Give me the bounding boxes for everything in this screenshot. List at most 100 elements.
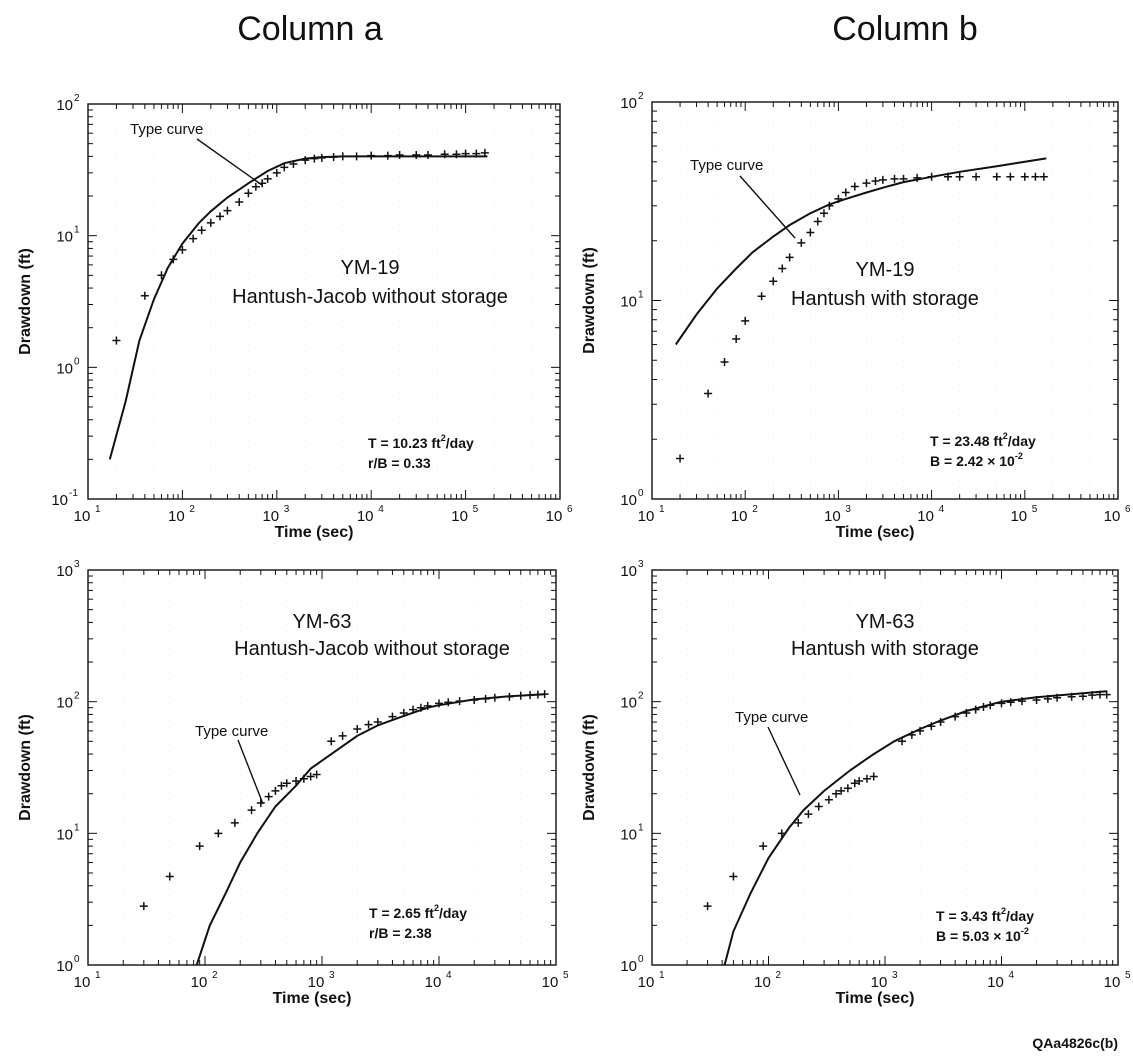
data-point [951, 712, 960, 721]
x-tick-label: 10 [638, 508, 655, 525]
data-point [797, 238, 806, 247]
data-point [806, 228, 815, 237]
data-point [834, 194, 843, 203]
x-tick-exponent: 1 [659, 504, 665, 515]
y-tick-label: 10 [51, 492, 68, 509]
x-axis-label: Time (sec) [836, 524, 915, 541]
type-curve-leader [767, 726, 801, 796]
data-point [971, 705, 980, 714]
data-point [299, 774, 308, 783]
data-point [1031, 172, 1040, 181]
y-tick-label: 10 [620, 695, 637, 712]
x-tick-label: 10 [425, 974, 442, 991]
x-tick-label: 10 [168, 508, 185, 525]
data-point [215, 212, 224, 221]
x-tick-label: 10 [74, 974, 91, 991]
data-point [230, 818, 239, 827]
data-point [480, 148, 489, 157]
y-tick-label: 10 [620, 294, 637, 311]
data-point [869, 772, 878, 781]
fit-parameter: r/B = 2.38 [369, 925, 432, 941]
method-name: Hantush-Jacob without storage [234, 638, 510, 660]
data-point [189, 234, 198, 243]
fit-parameter: B = 2.42 × 10-2 [930, 451, 1023, 469]
data-point [338, 731, 347, 740]
data-point [979, 703, 988, 712]
data-point [927, 722, 936, 731]
data-point [327, 737, 336, 746]
x-tick-exponent: 3 [284, 504, 290, 515]
data-point [452, 150, 461, 159]
y-tick-label: 10 [620, 95, 637, 112]
type-curve-label: Type curve [735, 709, 808, 726]
y-tick-label: 10 [620, 826, 637, 843]
data-point [338, 152, 347, 161]
data-point [841, 188, 850, 197]
data-point [373, 718, 382, 727]
figure-id: QAa4826c(b) [1032, 1035, 1118, 1051]
type-curve-line [195, 693, 545, 966]
y-tick-label: 10 [56, 958, 73, 975]
data-point [769, 277, 778, 286]
x-tick-label: 10 [191, 974, 208, 991]
y-tick-exponent: 0 [74, 356, 80, 367]
y-tick-exponent: 1 [74, 822, 80, 833]
x-tick-exponent: 5 [563, 970, 569, 981]
data-point [732, 334, 741, 343]
type-curve-label: Type curve [195, 723, 268, 740]
y-tick-label: 10 [620, 492, 637, 509]
x-tick-label: 10 [824, 508, 841, 525]
data-point [169, 255, 178, 264]
data-point [794, 818, 803, 827]
x-tick-exponent: 5 [1032, 504, 1038, 515]
data-points [112, 148, 489, 345]
x-tick-label: 10 [308, 974, 325, 991]
data-points [139, 690, 549, 911]
data-point [804, 810, 813, 819]
x-tick-label: 10 [1010, 508, 1027, 525]
data-point [704, 389, 713, 398]
data-point [741, 316, 750, 325]
data-point [112, 336, 121, 345]
data-point [223, 206, 232, 215]
x-tick-exponent: 4 [1009, 970, 1015, 981]
fit-parameter: B = 5.03 × 10-2 [936, 926, 1029, 944]
data-point [140, 291, 149, 300]
y-tick-exponent: 2 [74, 93, 80, 104]
data-point [455, 697, 464, 706]
fit-parameter: T = 23.48 ft2/day [930, 431, 1036, 449]
data-point [1078, 692, 1087, 701]
method-name: Hantush with storage [791, 288, 979, 310]
x-tick-label: 10 [871, 974, 888, 991]
data-point [1102, 690, 1111, 699]
data-point [306, 772, 315, 781]
type-curve-line [723, 690, 1107, 966]
data-point [244, 189, 253, 198]
x-tick-exponent: 4 [446, 970, 452, 981]
data-point [435, 699, 443, 708]
x-tick-exponent: 4 [939, 504, 945, 515]
x-tick-exponent: 6 [1125, 504, 1131, 515]
data-point [824, 795, 833, 804]
y-tick-label: 10 [56, 826, 73, 843]
data-point [850, 779, 859, 788]
data-point [785, 253, 794, 262]
method-name: Hantush-Jacob without storage [232, 286, 508, 308]
x-tick-exponent: 1 [659, 970, 665, 981]
y-tick-exponent: 3 [74, 559, 80, 570]
data-point [505, 692, 514, 701]
data-points [703, 690, 1111, 911]
data-point [526, 691, 535, 700]
data-point [472, 149, 481, 158]
data-point [280, 163, 289, 172]
y-tick-exponent: 2 [638, 91, 644, 102]
data-point [206, 218, 215, 227]
data-point [490, 693, 499, 702]
data-point [214, 829, 223, 838]
data-point [423, 701, 432, 710]
data-point [813, 217, 822, 226]
data-point [540, 690, 549, 699]
data-point [972, 172, 981, 181]
data-point [412, 150, 421, 159]
type-curve-leader [196, 138, 263, 186]
